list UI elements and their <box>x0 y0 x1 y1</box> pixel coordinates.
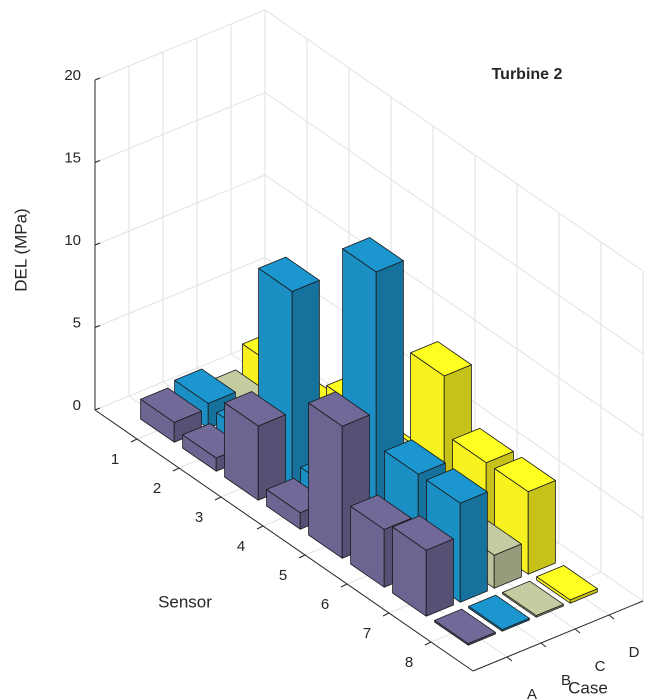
case-tick-label: B <box>561 672 571 689</box>
bar-face-top <box>536 565 598 601</box>
bar-face-top <box>494 456 556 493</box>
y-tick <box>94 242 101 246</box>
case-tick <box>540 642 547 648</box>
bar-face-top <box>384 439 446 475</box>
x-tick <box>256 525 264 530</box>
x-tick <box>298 554 306 559</box>
bar-face-top <box>258 256 320 292</box>
x-tick-label: 1 <box>111 451 119 468</box>
x-tick <box>130 438 138 443</box>
bar-face-top <box>502 580 564 616</box>
bar-face-top <box>224 391 286 427</box>
x-tick-label: 4 <box>237 538 245 555</box>
bar-face-top <box>140 387 202 423</box>
case-axis-title: Case <box>568 678 608 697</box>
y-tick-label: 20 <box>64 67 81 84</box>
bar-face-side <box>425 538 454 617</box>
case-tick-label: C <box>595 658 606 675</box>
y-tick-label: 0 <box>73 397 81 414</box>
x-tick <box>382 612 390 617</box>
bar-face-top <box>410 341 472 377</box>
case-tick-label: D <box>629 644 640 661</box>
y-tick <box>94 160 101 163</box>
x-tick-label: 2 <box>153 480 161 497</box>
bar-face-top <box>392 515 454 551</box>
bar-face-top <box>308 391 370 427</box>
x-tick <box>340 583 348 588</box>
x-tick-label: 5 <box>279 567 287 584</box>
bar <box>502 580 564 618</box>
bar <box>434 608 496 646</box>
case-tick-label: A <box>527 686 537 699</box>
bar <box>224 391 286 501</box>
case-tick <box>608 614 615 620</box>
y-tick-label: 10 <box>64 232 81 249</box>
chart-title: Turbine 2 <box>492 66 563 83</box>
y-tick <box>94 325 101 328</box>
y-axis-title: DEL (MPa) <box>11 208 30 291</box>
bar <box>468 594 530 632</box>
bar-face-side <box>527 480 556 575</box>
x-tick-label: 6 <box>321 596 329 613</box>
bar-face-top <box>174 368 236 404</box>
bar-face-side <box>459 491 488 603</box>
bar-face-top <box>452 427 514 464</box>
bar-face-top <box>468 594 530 630</box>
x-tick <box>172 467 180 472</box>
x-tick <box>424 641 432 646</box>
y-tick-label: 15 <box>64 149 81 166</box>
bar-face-top <box>350 494 412 530</box>
x-tick <box>214 496 222 501</box>
bar-face-front <box>308 402 343 559</box>
bar-face-top <box>434 608 496 644</box>
x-tick-label: 3 <box>195 509 203 526</box>
case-tick <box>506 656 513 662</box>
y-tick <box>94 407 101 411</box>
y-tick-label: 5 <box>73 314 81 331</box>
case-tick <box>574 628 581 634</box>
bar <box>536 565 598 604</box>
bar <box>140 387 202 443</box>
x-tick-label: 7 <box>363 625 371 642</box>
bar-face-top <box>342 237 404 273</box>
y-tick <box>94 77 101 81</box>
grid-line <box>94 9 644 272</box>
x-tick-label: 8 <box>405 654 413 671</box>
x-axis-title: Sensor <box>158 592 212 611</box>
bar <box>392 515 454 617</box>
x-axis <box>94 409 474 672</box>
bar-face-top <box>426 468 488 504</box>
case-axis <box>472 600 644 672</box>
